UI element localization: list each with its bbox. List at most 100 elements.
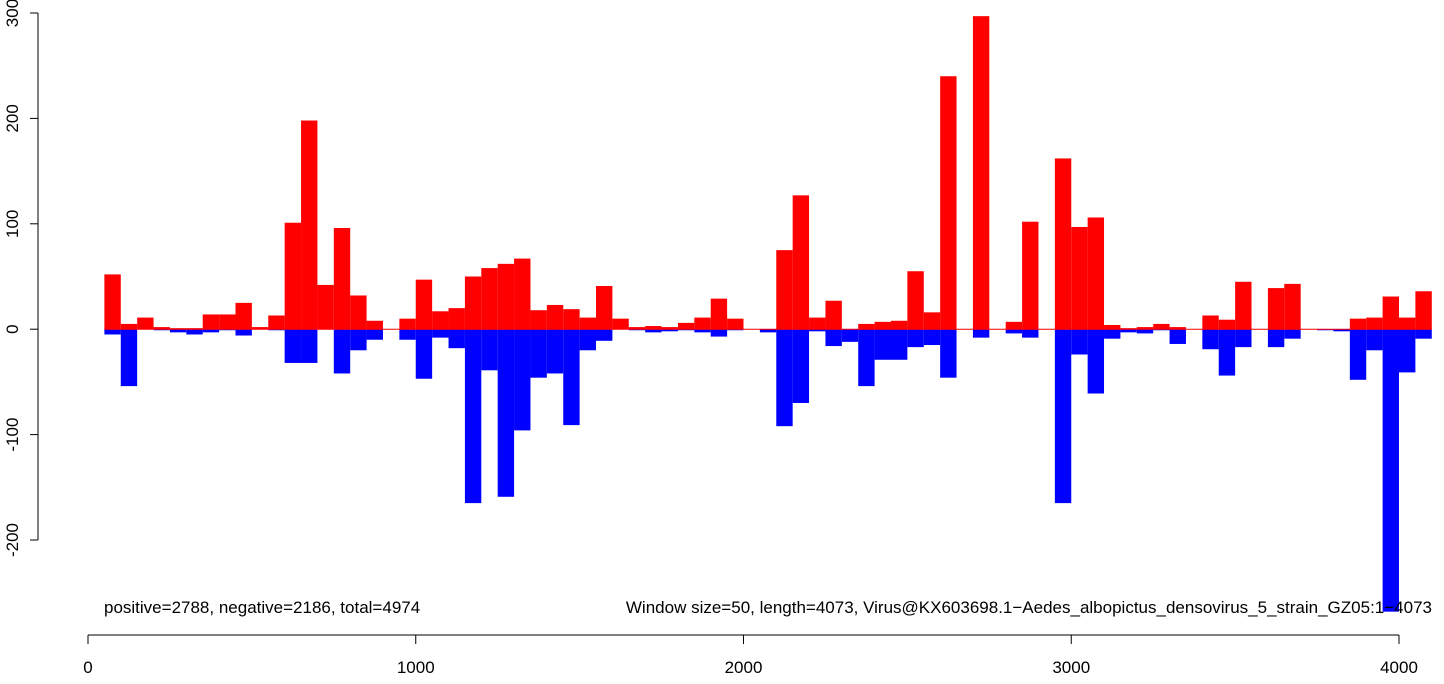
bar — [153, 327, 170, 330]
bar — [333, 228, 351, 330]
bar — [596, 329, 613, 341]
bar — [1415, 329, 1432, 339]
bar — [792, 329, 810, 403]
bar — [1267, 288, 1285, 330]
bar — [104, 274, 121, 330]
bar — [1104, 324, 1121, 330]
bar — [1005, 329, 1023, 334]
bar — [710, 329, 728, 337]
bar — [1333, 329, 1350, 332]
bar — [1120, 329, 1137, 333]
bar — [923, 329, 941, 346]
bar — [1054, 158, 1072, 330]
bar — [972, 16, 990, 330]
bar — [1169, 327, 1186, 330]
bar — [841, 329, 859, 342]
bar — [169, 328, 187, 330]
bar — [792, 195, 810, 330]
bar — [890, 329, 908, 360]
bar — [284, 329, 302, 363]
bar — [628, 329, 646, 331]
bar — [202, 329, 220, 333]
bar — [350, 295, 367, 330]
bar — [530, 310, 547, 330]
bar — [104, 329, 121, 335]
bar — [268, 315, 285, 330]
bar — [1202, 329, 1219, 350]
bar — [415, 329, 433, 379]
bar — [153, 329, 170, 331]
x-tick-label: 3000 — [1052, 658, 1090, 677]
bar — [1202, 315, 1219, 330]
bar — [186, 328, 203, 330]
bar — [874, 329, 891, 360]
bar — [251, 327, 269, 330]
bar — [596, 285, 613, 330]
bar — [1284, 283, 1301, 330]
bar — [366, 329, 383, 340]
bar — [940, 76, 957, 330]
bar — [268, 329, 285, 331]
bar — [432, 329, 449, 338]
bar — [415, 279, 433, 330]
bar — [399, 318, 416, 330]
bar — [120, 323, 138, 330]
bar — [710, 298, 728, 330]
x-tick-label: 4000 — [1380, 658, 1418, 677]
bar — [727, 318, 744, 330]
bar — [317, 284, 334, 330]
bar — [546, 304, 564, 330]
bar — [809, 329, 826, 332]
bar — [284, 222, 302, 330]
x-tick-label: 2000 — [725, 658, 763, 677]
bar — [923, 312, 941, 330]
bar — [1153, 323, 1170, 330]
bar — [972, 329, 990, 338]
bar — [464, 329, 482, 504]
bar — [776, 250, 793, 330]
bar — [628, 327, 646, 330]
bar — [1022, 221, 1039, 330]
bar — [350, 329, 367, 351]
bar — [1136, 329, 1154, 334]
bar — [1349, 318, 1367, 330]
bar — [235, 329, 252, 336]
bar — [661, 329, 678, 332]
bar — [137, 317, 154, 330]
x-tick-label: 1000 — [397, 658, 435, 677]
bar — [579, 317, 597, 330]
bar — [809, 317, 826, 330]
bar — [1415, 291, 1432, 330]
bar — [1267, 329, 1285, 348]
bar — [1054, 329, 1072, 504]
bar — [1399, 317, 1416, 330]
bar — [940, 329, 957, 378]
bar — [759, 329, 777, 333]
bar — [448, 329, 465, 349]
bar — [1382, 329, 1399, 612]
bar — [1218, 329, 1236, 376]
bar — [645, 326, 662, 330]
bar — [481, 268, 498, 330]
bar — [1087, 217, 1105, 330]
bar — [530, 329, 547, 378]
bar — [219, 329, 236, 331]
subtitle-left: positive=2788, negative=2186, total=4974 — [104, 598, 420, 617]
bar — [464, 276, 482, 330]
bar — [448, 308, 465, 330]
bar — [874, 321, 891, 330]
bar — [1399, 329, 1416, 373]
bar — [1005, 321, 1023, 330]
bar — [366, 320, 383, 330]
bar — [1087, 329, 1105, 394]
bar — [1366, 329, 1383, 351]
bar — [661, 327, 678, 330]
bar — [694, 329, 711, 333]
bar — [694, 317, 711, 330]
bar — [1153, 329, 1170, 331]
bar — [186, 329, 203, 335]
y-tick-label: -200 — [3, 523, 22, 557]
bar — [202, 314, 220, 330]
subtitle-right: Window size=50, length=4073, Virus@KX603… — [626, 598, 1432, 617]
